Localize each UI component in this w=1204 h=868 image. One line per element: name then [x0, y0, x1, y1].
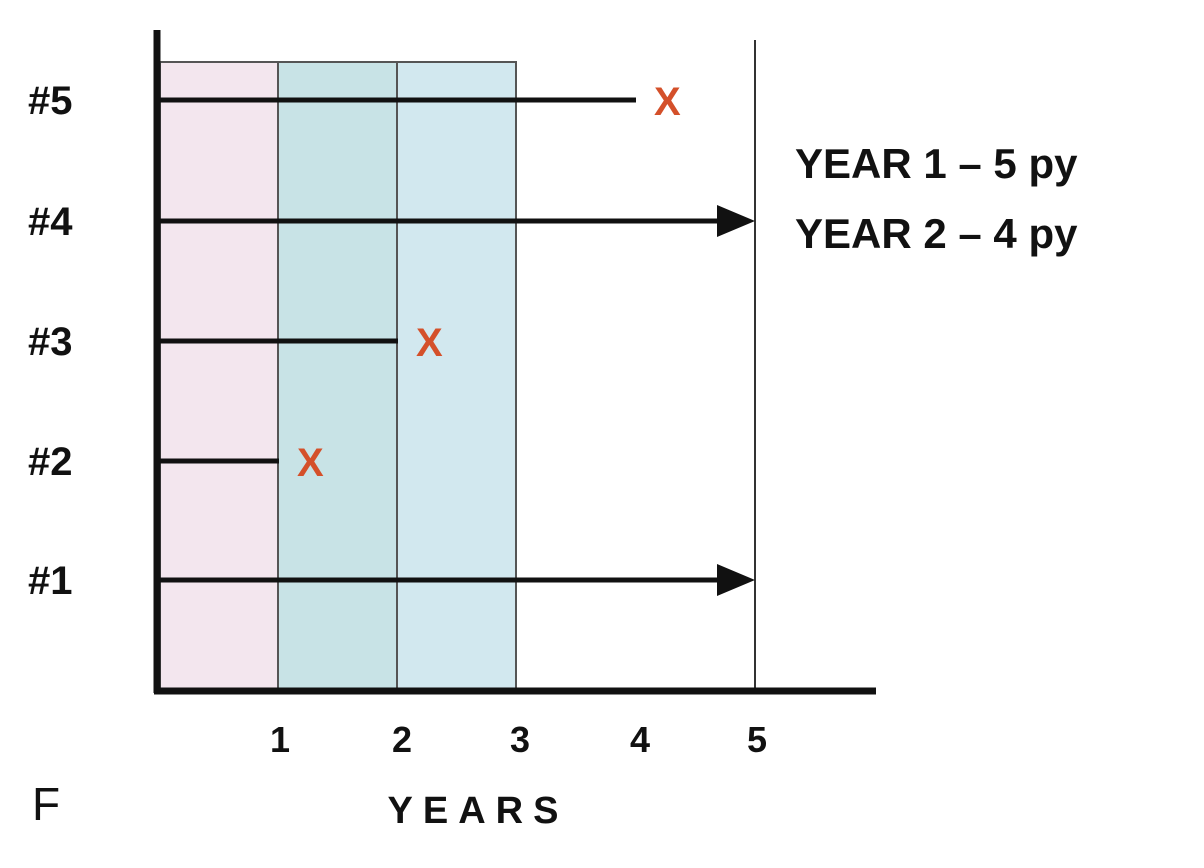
subject-label-1: #1 [28, 559, 73, 603]
subject-label-3: #3 [28, 320, 73, 364]
subject-label-5: #5 [28, 79, 73, 123]
subject-lines: #1 #2 X #3 X #4 #5 X [28, 79, 755, 603]
subject-5-event-marker: X [654, 80, 681, 124]
subject-1-arrowhead [717, 564, 755, 596]
subject-3-event-marker: X [416, 321, 443, 365]
year-1-band [159, 61, 279, 692]
x-tick-3: 3 [510, 719, 530, 760]
annotation-year-1: YEAR 1 – 5 py [795, 140, 1078, 187]
x-tick-1: 1 [270, 719, 290, 760]
panel-label: F [32, 778, 60, 830]
x-axis-label: YEARS [388, 790, 569, 832]
subject-4-arrowhead [717, 205, 755, 237]
subject-2-event-marker: X [297, 441, 324, 485]
year-3-band [396, 61, 517, 692]
subject-label-4: #4 [28, 200, 73, 244]
x-tick-5: 5 [747, 719, 767, 760]
year-2-band [277, 61, 398, 692]
annotation-year-2: YEAR 2 – 4 py [795, 210, 1078, 257]
x-tick-2: 2 [392, 719, 412, 760]
subject-label-2: #2 [28, 440, 73, 484]
x-tick-4: 4 [630, 719, 650, 760]
